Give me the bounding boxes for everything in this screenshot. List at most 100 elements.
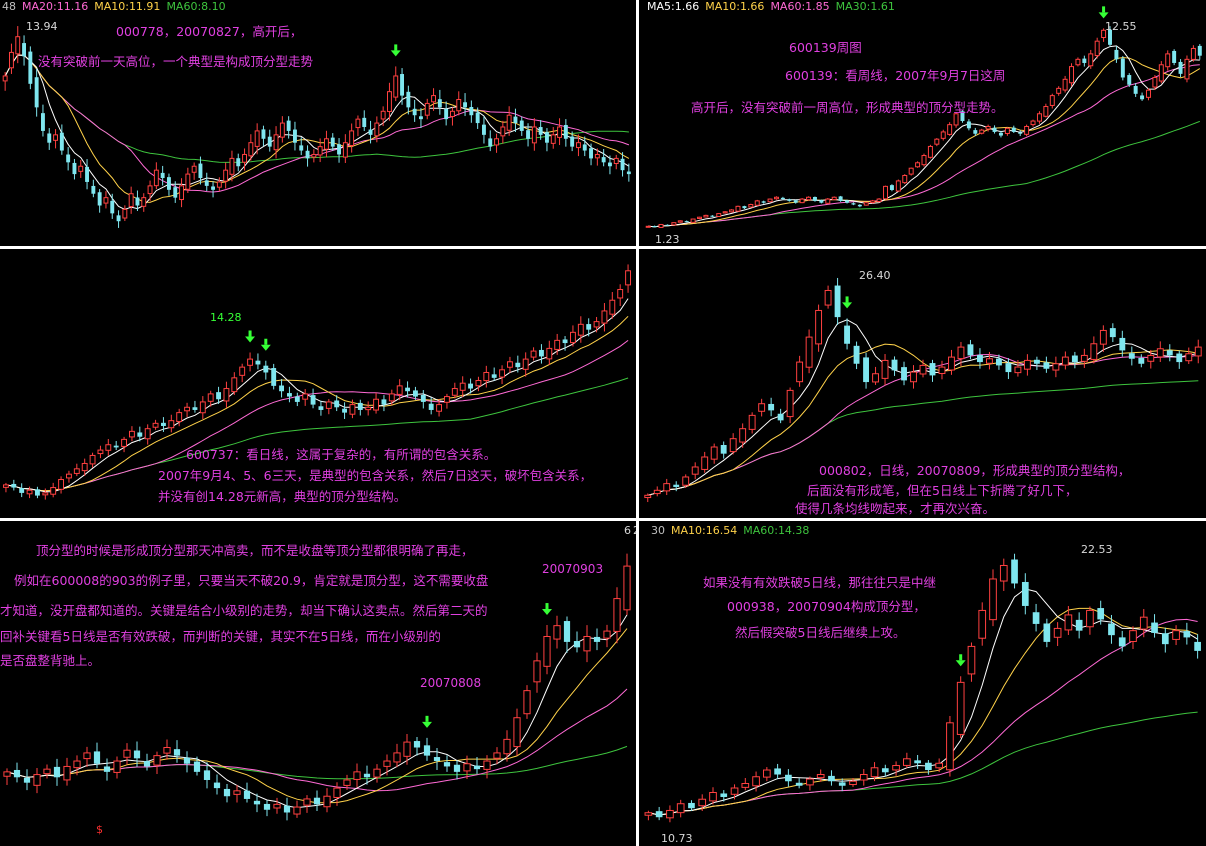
ma-label: MA60:14.38	[743, 524, 810, 537]
ma-label: MA10:1.66	[705, 0, 765, 13]
candle	[671, 222, 677, 226]
ma-label: MA60:8.10	[166, 0, 226, 13]
candle	[927, 144, 933, 159]
candle	[63, 757, 71, 786]
candle	[168, 414, 175, 433]
candle	[91, 179, 96, 198]
candle	[748, 412, 756, 434]
candle	[342, 134, 348, 163]
candle	[279, 116, 285, 143]
chart-panel-600139[interactable]: MA5:1.66 MA10:1.66 MA60:1.85 MA30:1.61 12.5…	[639, 0, 1206, 246]
horizontal-divider-1	[0, 246, 1206, 249]
candle	[405, 381, 411, 398]
candle	[919, 359, 927, 378]
candle	[85, 159, 90, 190]
chart-panel-000802[interactable]: 26.40 000802，日线，20070809，形成典型的顶分型结构， 后面没…	[639, 249, 1206, 518]
candle	[216, 177, 222, 192]
candle	[1172, 49, 1177, 66]
candle	[891, 356, 898, 376]
candle	[603, 624, 611, 648]
candle	[688, 800, 695, 812]
candle	[1127, 73, 1132, 87]
candlestick-chart	[3, 553, 631, 821]
candle	[519, 116, 524, 136]
annotation-line-1: 600139周图	[789, 40, 862, 55]
candle	[353, 763, 361, 788]
candle	[463, 755, 471, 780]
ma10-line	[5, 315, 629, 492]
ma-legend: 48 MA20:11.16 MA10:11.91 MA60:8.10	[2, 0, 232, 13]
candle	[682, 474, 690, 488]
candle	[881, 764, 889, 777]
ma-label: MA10:16.54	[671, 524, 738, 537]
candle	[1139, 609, 1148, 638]
ma-label: MA60:1.85	[770, 0, 830, 13]
candle	[1043, 618, 1051, 648]
ma20-line	[648, 618, 1198, 816]
candle	[443, 755, 451, 772]
candle	[609, 292, 616, 319]
candle	[26, 486, 33, 499]
candle	[1161, 627, 1169, 653]
candle	[317, 138, 323, 163]
candle	[58, 476, 65, 494]
candle	[437, 89, 442, 115]
chart-panel-600737[interactable]: 14.28 600737：看日线，这属于复杂的，有所谓的包含关系。 2007年9…	[0, 249, 636, 518]
high-price-label: 14.28	[210, 311, 242, 324]
high-price-label: 26.40	[859, 269, 891, 282]
candle	[533, 652, 541, 693]
candle	[293, 800, 301, 818]
candle	[1128, 346, 1135, 366]
candle	[469, 100, 474, 123]
candle	[673, 481, 680, 492]
candle	[601, 303, 608, 332]
candle	[213, 774, 221, 795]
chart-panel-000778[interactable]: 48 MA20:11.16 MA10:11.91 MA60:8.10 13.94 00…	[0, 0, 636, 246]
candle	[938, 360, 946, 380]
candle	[50, 482, 57, 498]
candle	[1190, 45, 1196, 62]
chart-panel-600008[interactable]: 顶分型的时候是形成顶分型那天冲高卖，而不是收盘等顶分型都很明确了再走， 例如在6…	[0, 521, 636, 846]
candle	[243, 782, 251, 803]
candle	[1086, 606, 1094, 635]
candle	[362, 110, 367, 131]
candle	[1043, 356, 1050, 373]
candle	[113, 440, 119, 451]
candle	[494, 133, 500, 153]
candle	[1176, 350, 1183, 369]
ma20-line	[648, 64, 1200, 228]
candle	[363, 765, 371, 785]
candle	[1064, 606, 1073, 635]
chart-panel-000938[interactable]: 30 MA10:16.54 MA60:14.38 22.53 10.73 如果没有有…	[639, 521, 1206, 846]
green-down-arrow	[422, 715, 432, 728]
candle	[870, 762, 879, 782]
candle	[644, 810, 653, 821]
candle	[812, 196, 817, 202]
candle	[1062, 75, 1068, 93]
candle	[824, 285, 832, 309]
candle	[857, 204, 862, 208]
candle	[163, 739, 171, 760]
ma20-line	[6, 688, 628, 792]
candle	[223, 381, 230, 408]
candle	[722, 211, 728, 214]
candle	[483, 365, 490, 388]
candle	[323, 130, 329, 158]
candle	[575, 134, 581, 157]
ma5-line	[5, 298, 629, 493]
candle	[652, 225, 657, 228]
candle	[908, 167, 914, 176]
candle	[985, 124, 991, 132]
candle	[698, 794, 707, 812]
candle	[613, 154, 619, 170]
candle	[153, 162, 159, 190]
candle	[543, 625, 551, 675]
candle	[305, 145, 310, 167]
candle	[456, 91, 462, 116]
candle	[742, 205, 747, 210]
candle	[23, 769, 31, 791]
candle	[263, 800, 271, 817]
ma5-line	[648, 588, 1198, 816]
candle	[948, 349, 955, 375]
candle	[1114, 46, 1119, 63]
